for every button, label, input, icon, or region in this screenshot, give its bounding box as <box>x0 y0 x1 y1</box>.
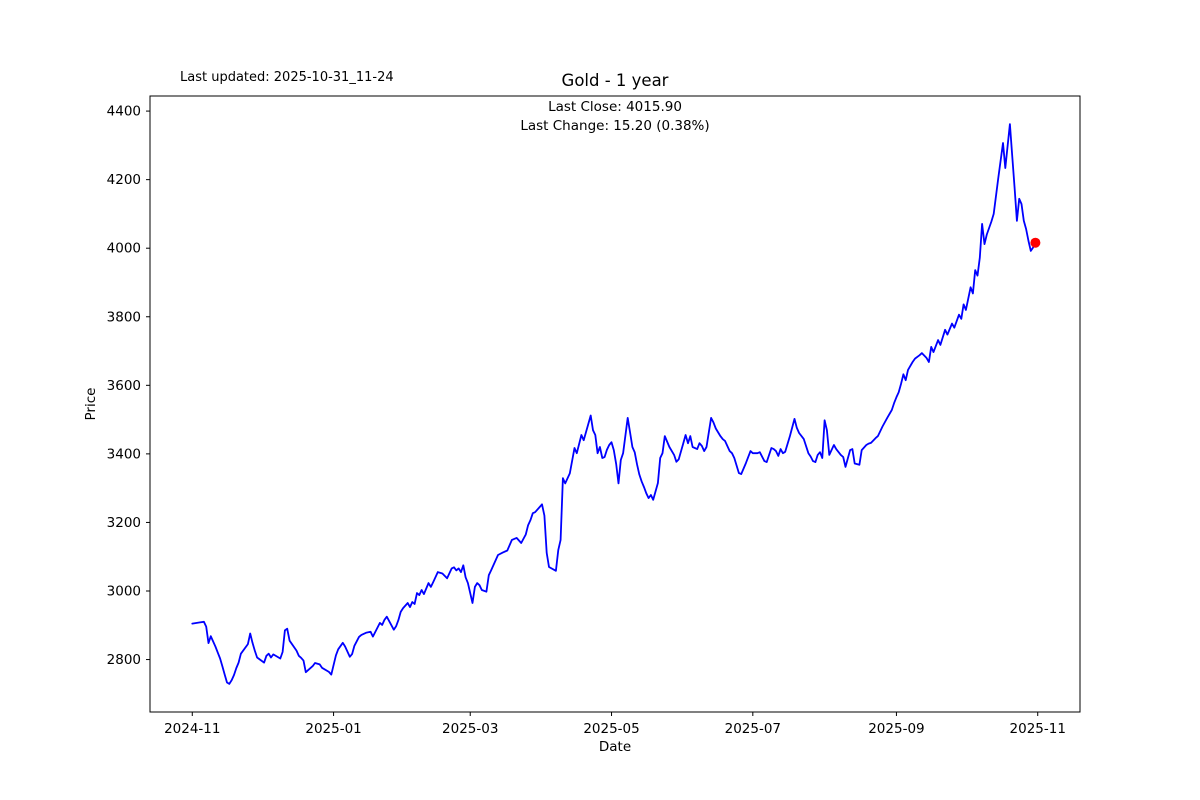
x-tick-label: 2025-03 <box>442 721 498 737</box>
y-tick-label: 3000 <box>107 583 141 599</box>
x-tick-label: 2025-11 <box>1010 721 1066 737</box>
last-change-text: Last Change: 15.20 (0.38%) <box>520 118 710 134</box>
axes-frame <box>149 95 1081 713</box>
y-tick-label: 3400 <box>107 446 141 462</box>
y-tick-label: 2800 <box>107 652 141 668</box>
last-close-annotation: Last Close: 4015.90 Last Change: 15.20 (… <box>150 98 1080 136</box>
x-axis-label: Date <box>598 739 632 755</box>
price-line <box>191 123 1037 685</box>
y-tick-label: 3200 <box>107 515 141 531</box>
x-tick-label: 2025-09 <box>868 721 924 737</box>
chart-title: Gold - 1 year <box>561 71 669 90</box>
last-price-marker <box>1030 237 1041 248</box>
y-tick-label: 4000 <box>107 241 141 257</box>
y-tick-label: 4400 <box>107 104 141 120</box>
x-tick-label: 2025-01 <box>305 721 361 737</box>
last-updated-text: Last updated: 2025-10-31_11-24 <box>180 70 394 85</box>
x-tick-label: 2025-05 <box>583 721 639 737</box>
y-axis-label: Price <box>83 387 99 421</box>
y-tick-label: 3600 <box>107 378 141 394</box>
y-tick-label: 4200 <box>107 172 141 188</box>
x-tick-label: 2024-11 <box>164 721 220 737</box>
last-close-text: Last Close: 4015.90 <box>548 99 682 115</box>
x-tick-label: 2025-07 <box>725 721 781 737</box>
y-tick-label: 3800 <box>107 309 141 325</box>
